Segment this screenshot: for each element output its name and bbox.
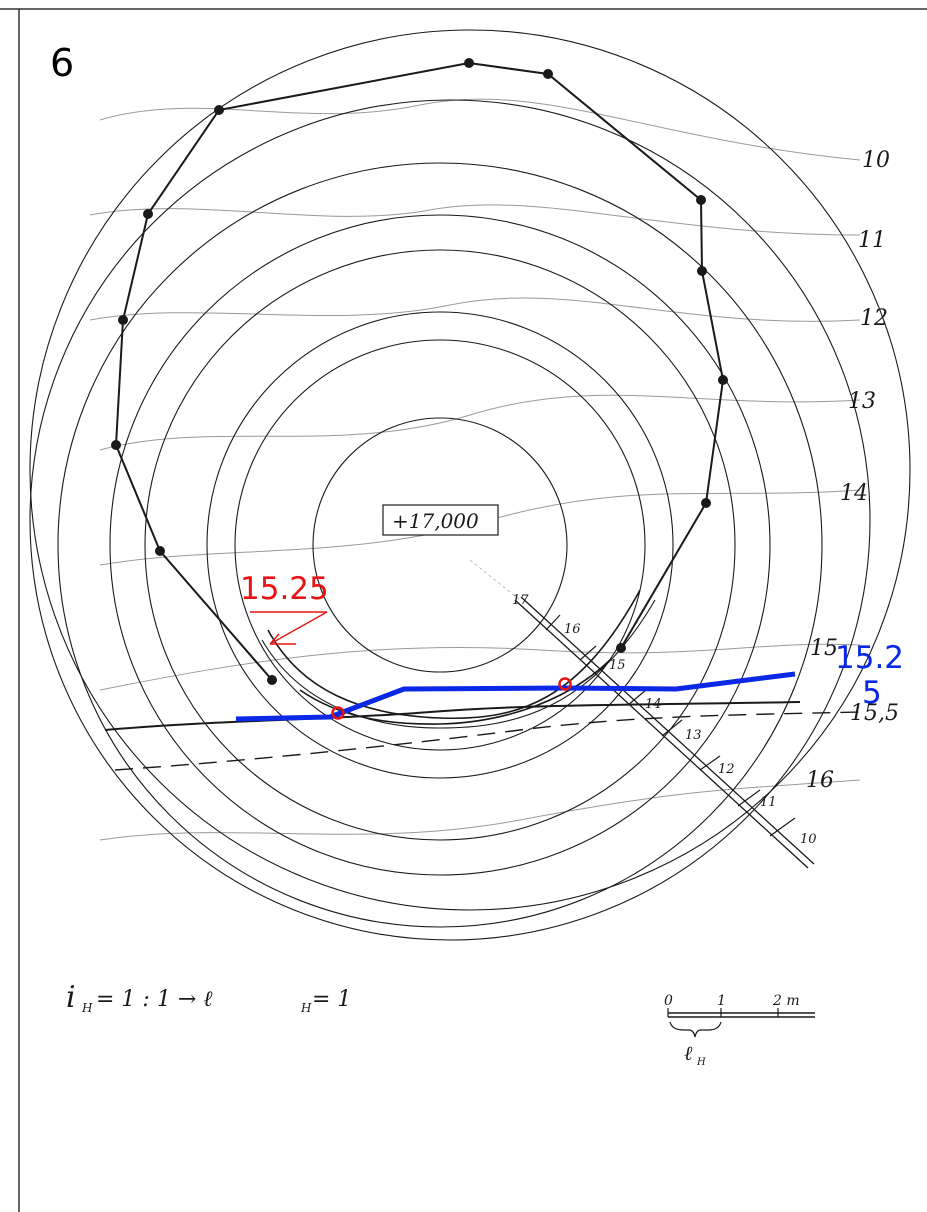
contour-15-5-dashed xyxy=(114,711,861,771)
profile-ticks: 17 16 15 14 13 12 11 10 xyxy=(512,593,817,847)
contour-labels: 10 11 12 13 14 15 15,5 16 xyxy=(806,148,899,793)
scale-label-sub: H xyxy=(696,1057,706,1068)
formula-sub: H xyxy=(81,1001,93,1015)
summit-marker: +17,000 xyxy=(382,504,499,536)
scale-tick-2m: 2 m xyxy=(772,993,800,1009)
contour-label-10: 10 xyxy=(862,148,890,173)
scale-tick-0: 0 xyxy=(664,993,673,1009)
terrain-contours xyxy=(89,98,861,841)
annotation-right-value: 15.2 xyxy=(835,640,904,676)
contour-label-13: 13 xyxy=(848,389,876,414)
road-arcs xyxy=(261,589,656,729)
scale-brace-icon xyxy=(669,1021,722,1038)
profile-tick-10: 10 xyxy=(800,832,817,847)
contour-label-12: 12 xyxy=(860,306,888,331)
formula-sub2: H xyxy=(300,1001,312,1015)
summit-label: +17,000 xyxy=(392,509,479,533)
contour-label-15: 15 xyxy=(810,636,838,661)
profile-tick-13: 13 xyxy=(685,728,702,743)
formula-mid: = 1 : 1 → ℓ xyxy=(96,987,213,1012)
scale-bar: 0 1 2 m ℓ H xyxy=(664,993,815,1068)
annotation-right-wrap: 5 xyxy=(862,675,882,711)
profile-tick-12: 12 xyxy=(718,762,735,777)
profile-tick-11: 11 xyxy=(760,795,777,810)
formula-end: = 1 xyxy=(312,987,351,1012)
figure-number: 6 xyxy=(50,41,74,85)
intersection-point-left xyxy=(331,706,345,720)
profile-tick-16: 16 xyxy=(564,622,581,637)
scale-tick-1: 1 xyxy=(717,993,726,1009)
vertex-points xyxy=(111,58,728,685)
scale-label: ℓ xyxy=(684,1041,693,1065)
contour-label-14: 14 xyxy=(840,481,868,506)
profile-line xyxy=(514,596,815,869)
contour-label-15-5: 15,5 xyxy=(850,701,899,726)
contour-label-11: 11 xyxy=(858,228,886,253)
road-profile-blue xyxy=(235,671,796,722)
slope-circles xyxy=(29,29,911,941)
formula-i: i xyxy=(66,980,76,1015)
summit-leader xyxy=(469,559,521,601)
red-arrow-icon xyxy=(250,611,328,645)
contour-label-16: 16 xyxy=(806,768,834,793)
formula: i H = 1 : 1 → ℓ H = 1 xyxy=(66,980,351,1015)
profile-tick-14: 14 xyxy=(645,697,662,712)
earthwork-outline xyxy=(114,62,725,681)
contour-15-ink xyxy=(104,701,801,731)
annotation-left-value: 15.25 xyxy=(240,571,329,607)
profile-tick-17: 17 xyxy=(512,593,529,608)
profile-tick-15: 15 xyxy=(609,658,626,673)
intersection-point-right xyxy=(558,677,572,691)
